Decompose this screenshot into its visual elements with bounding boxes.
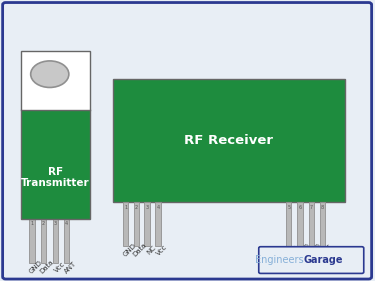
Text: 2: 2: [135, 205, 138, 210]
Bar: [53, 219, 58, 263]
Text: 6: 6: [298, 205, 302, 210]
Text: 4: 4: [65, 221, 68, 226]
Text: GND: GND: [28, 259, 44, 275]
Ellipse shape: [31, 61, 69, 87]
Bar: [155, 202, 160, 246]
Text: 7: 7: [310, 205, 313, 210]
Bar: [40, 219, 46, 263]
Text: Garage: Garage: [303, 255, 343, 265]
Text: GND: GND: [122, 243, 137, 258]
Bar: [144, 202, 150, 246]
Text: 1: 1: [124, 205, 127, 210]
Text: 2: 2: [42, 221, 45, 226]
Text: Vcc: Vcc: [53, 260, 66, 274]
Text: RF Receiver: RF Receiver: [184, 134, 273, 147]
Bar: [21, 51, 90, 110]
Text: 1: 1: [30, 221, 33, 226]
Text: Engineers: Engineers: [255, 255, 303, 265]
Bar: [286, 202, 291, 246]
Text: 4: 4: [156, 205, 159, 210]
Text: Data: Data: [39, 259, 55, 275]
Text: NC: NC: [146, 244, 157, 256]
Text: GND: GND: [296, 243, 312, 258]
Bar: [309, 202, 314, 246]
Text: 3: 3: [146, 205, 148, 210]
Text: 3: 3: [54, 221, 57, 226]
Bar: [112, 79, 345, 202]
Bar: [297, 202, 303, 246]
FancyBboxPatch shape: [259, 247, 364, 273]
Bar: [134, 202, 139, 246]
Text: RF
Transmitter: RF Transmitter: [21, 167, 90, 188]
Bar: [21, 51, 90, 219]
Text: Vcc: Vcc: [286, 244, 299, 257]
Text: ANT: ANT: [64, 260, 78, 274]
Text: GND: GND: [308, 243, 323, 258]
FancyBboxPatch shape: [3, 3, 372, 279]
Text: Vcc: Vcc: [155, 244, 168, 257]
Text: Data: Data: [132, 242, 148, 258]
Bar: [64, 219, 69, 263]
Text: 8: 8: [321, 205, 324, 210]
Text: 5: 5: [287, 205, 290, 210]
Bar: [21, 110, 90, 219]
Bar: [123, 202, 128, 246]
Text: ANT: ANT: [320, 243, 334, 257]
Bar: [29, 219, 34, 263]
Bar: [320, 202, 325, 246]
